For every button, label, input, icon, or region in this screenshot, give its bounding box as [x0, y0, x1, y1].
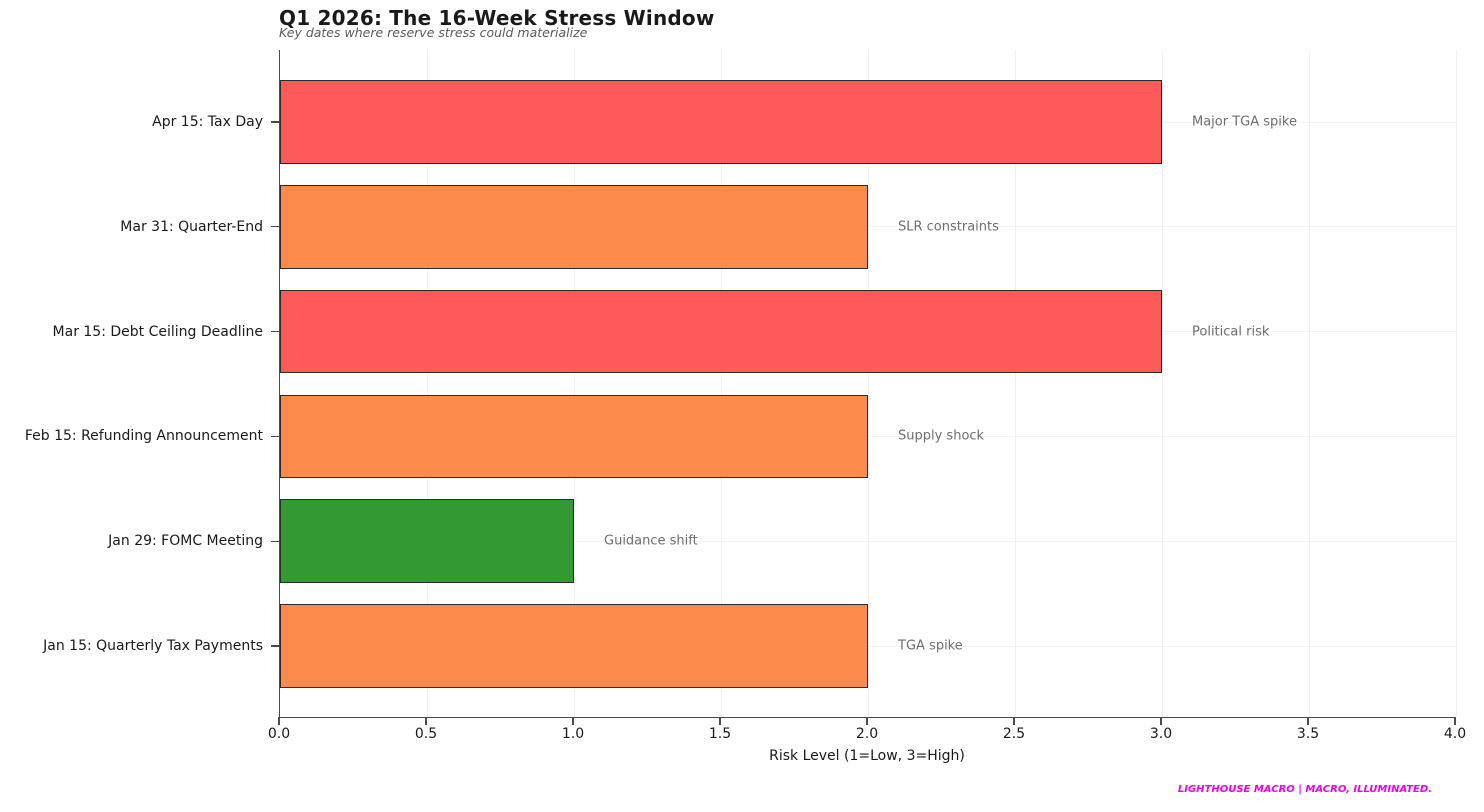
- category-label: Mar 15: Debt Ceiling Deadline: [52, 323, 263, 340]
- x-tick-label: 0.5: [414, 726, 438, 742]
- x-axis-tick: [1307, 717, 1309, 725]
- x-tick-label: 2.5: [1002, 726, 1026, 742]
- x-axis-tick: [425, 717, 427, 725]
- x-tick-label: 0.0: [267, 726, 291, 742]
- bar-annotation: Major TGA spike: [1192, 114, 1297, 130]
- brand-watermark: LIGHTHOUSE MACRO | MACRO, ILLUMINATED.: [1177, 784, 1432, 795]
- x-tick-label: 1.0: [561, 726, 585, 742]
- x-tick-label: 4.0: [1443, 726, 1467, 742]
- y-axis-tick: [271, 435, 279, 438]
- risk-bar: [280, 394, 868, 479]
- x-tick-label: 3.0: [1149, 726, 1173, 742]
- vertical-gridline: [426, 50, 428, 717]
- bar-annotation: TGA spike: [898, 638, 963, 654]
- risk-bar: [280, 289, 1162, 374]
- bar-annotation: Political risk: [1192, 324, 1270, 340]
- category-label: Feb 15: Refunding Announcement: [24, 428, 263, 445]
- vertical-gridline: [1308, 50, 1310, 717]
- x-axis-tick: [866, 717, 868, 725]
- y-axis-tick: [271, 226, 279, 228]
- y-axis-tick: [271, 121, 279, 123]
- vertical-gridline: [1161, 50, 1163, 717]
- vertical-gridline: [867, 50, 869, 717]
- x-axis-tick: [719, 717, 721, 725]
- x-tick-label: 2.0: [855, 726, 879, 742]
- horizontal-gridline: [280, 226, 1456, 228]
- chart-title: Q1 2026: The 16-Week Stress Window: [279, 6, 715, 30]
- category-label: Mar 31: Quarter-End: [120, 218, 263, 235]
- vertical-gridline: [573, 50, 575, 717]
- x-axis-tick: [1160, 717, 1162, 725]
- risk-bar: [280, 184, 868, 269]
- horizontal-gridline: [280, 645, 1456, 647]
- plot-area: Major TGA spike SLR constraints Political …: [279, 50, 1457, 718]
- vertical-gridline: [720, 50, 722, 717]
- bar-annotation: Supply shock: [898, 428, 985, 444]
- vertical-gridline: [1014, 50, 1016, 717]
- category-label: Jan 29: FOMC Meeting: [108, 533, 263, 550]
- x-tick-label: 1.5: [708, 726, 732, 742]
- vertical-gridline: [1455, 50, 1457, 717]
- x-tick-label: 3.5: [1296, 726, 1320, 742]
- x-axis-tick: [278, 717, 280, 725]
- category-label: Jan 15: Quarterly Tax Payments: [43, 638, 263, 654]
- risk-bar: [280, 499, 574, 584]
- x-axis-label: Risk Level (1=Low, 3=High): [769, 748, 965, 764]
- horizontal-gridline: [280, 435, 1456, 437]
- bar-annotation: SLR constraints: [898, 219, 999, 235]
- horizontal-gridline: [280, 540, 1456, 542]
- risk-bar: [280, 80, 1162, 164]
- y-axis-tick: [271, 330, 279, 333]
- chart-subtitle: Key dates where reserve stress could mat…: [279, 25, 588, 40]
- x-axis-tick: [572, 717, 574, 725]
- x-axis-tick: [1454, 717, 1456, 725]
- risk-bar: [280, 604, 868, 688]
- y-axis-tick: [271, 540, 279, 542]
- y-axis-tick: [271, 645, 279, 647]
- x-axis-tick: [1013, 717, 1015, 725]
- category-label: Apr 15: Tax Day: [152, 114, 263, 130]
- bar-annotation: Guidance shift: [604, 533, 698, 549]
